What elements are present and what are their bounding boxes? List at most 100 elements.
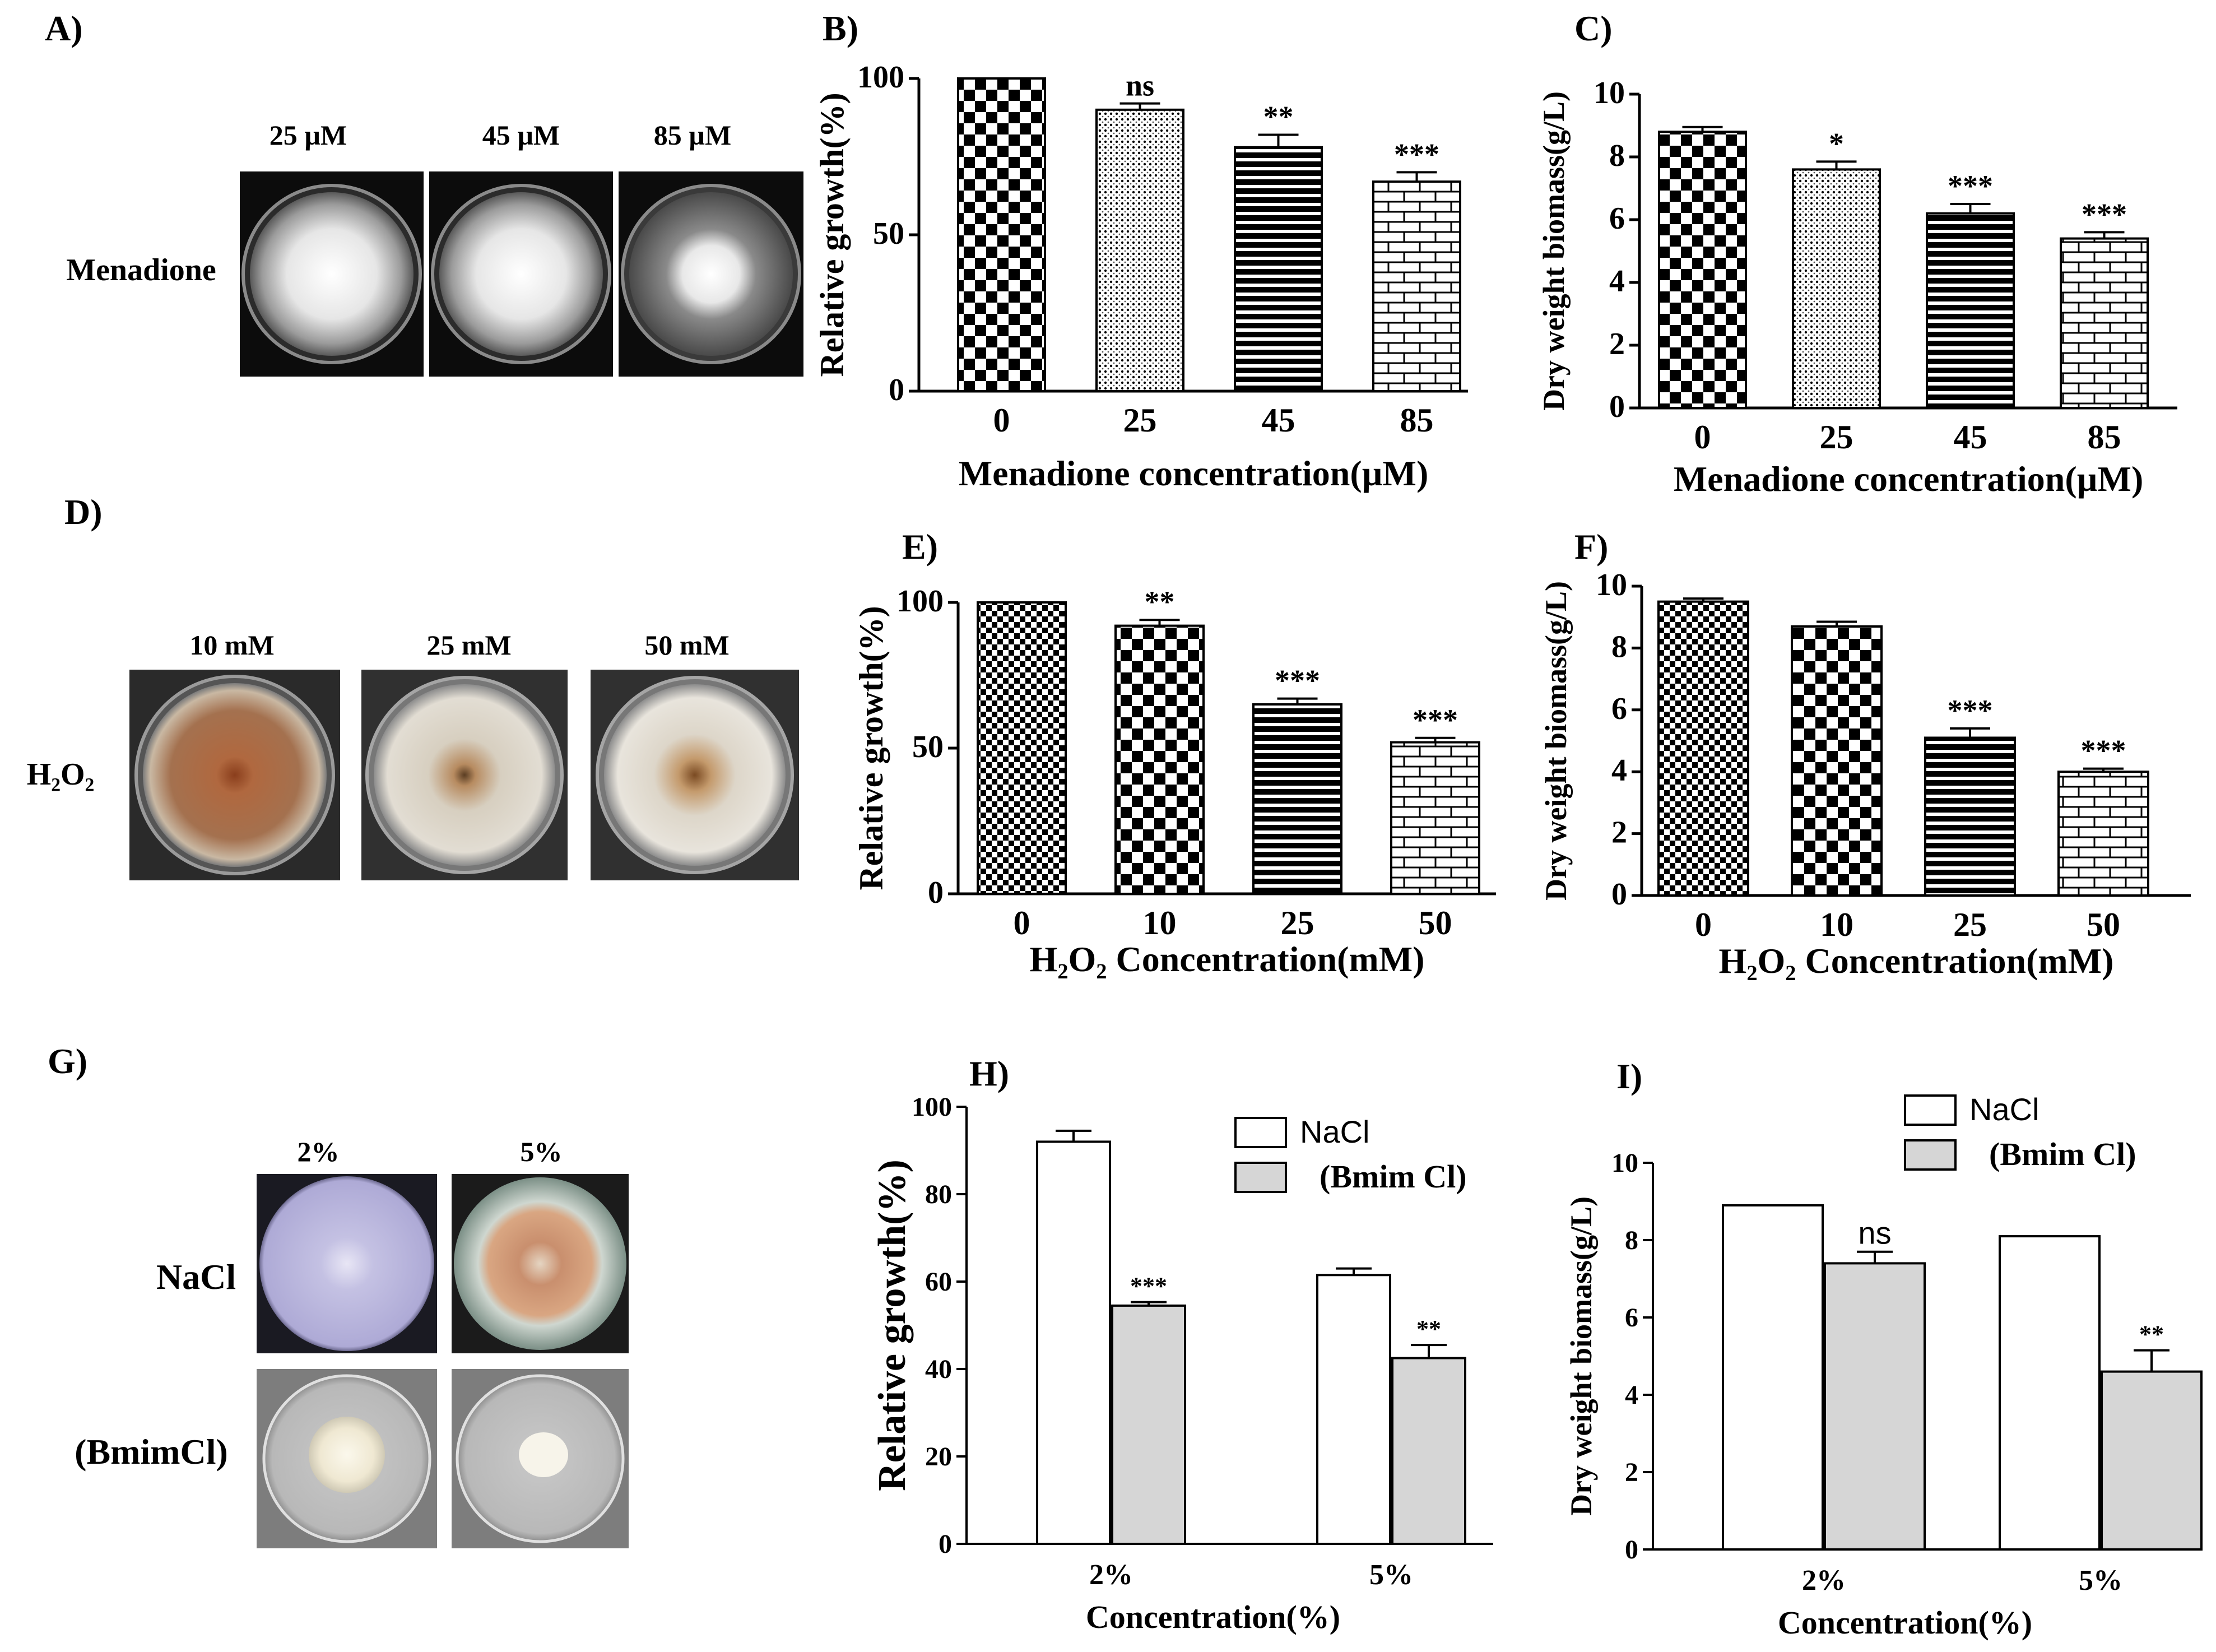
chart-dry-weight-salt: I) 0 2 4 6 8 10 Dry weight biomass(g/L) ns 2% ** 5%… <box>1564 1056 2203 1641</box>
panel-label-b: B) <box>823 8 858 48</box>
y-tick-label: 0 <box>939 1529 952 1559</box>
bar <box>1658 131 1747 409</box>
significance-marker: *** <box>1948 694 1993 727</box>
y-axis-label: Relative growth(%) <box>871 1159 914 1491</box>
legend-swatch <box>1234 1117 1287 1148</box>
significance-marker: *** <box>2081 734 2126 768</box>
bar <box>2101 1370 2203 1551</box>
significance-marker: ** <box>1263 100 1294 133</box>
dish-photo-h2o2-10 <box>129 670 340 880</box>
x-tick-label: 85 <box>1400 402 1434 439</box>
x-tick-label: 10 <box>1820 906 1853 943</box>
x-tick-label: 25 <box>1820 419 1853 456</box>
significance-marker: ** <box>1145 585 1175 619</box>
y-tick-label: 0 <box>928 875 944 910</box>
x-tick-label: 0 <box>1695 906 1712 943</box>
y-tick-label: 10 <box>1611 1148 1638 1178</box>
legend-label: (Bmim Cl) <box>1989 1136 2136 1172</box>
y-tick-label: 6 <box>1611 692 1627 726</box>
y-tick-label: 80 <box>925 1180 952 1209</box>
x-tick-label: 2% <box>1089 1559 1133 1591</box>
condition-label: 5% <box>521 1136 563 1167</box>
y-tick-label: 2 <box>1609 327 1625 361</box>
dish-photo-bmimcl-2 <box>257 1369 437 1548</box>
condition-label: 25 µM <box>270 119 347 151</box>
y-tick-label: 20 <box>925 1442 952 1472</box>
y-tick-label: 100 <box>896 584 944 619</box>
bar <box>2057 771 2149 897</box>
dish-photo-nacl-5 <box>452 1174 629 1353</box>
bar <box>977 601 1067 895</box>
dish-photo-h2o2-25 <box>361 670 568 880</box>
y-axis-label: Relative growth(%) <box>853 606 890 890</box>
x-tick-label: 10 <box>1143 904 1177 941</box>
x-tick-label: 50 <box>1419 904 1452 941</box>
y-tick-label: 10 <box>1596 568 1627 602</box>
significance-marker: ** <box>1416 1315 1441 1343</box>
y-tick-label: 0 <box>1609 389 1625 424</box>
panel-label-h: H) <box>969 1054 1009 1093</box>
row-label-bmimcl: (BmimCl) <box>75 1432 228 1472</box>
bar <box>1657 600 1749 897</box>
dish-photo-bmimcl-5 <box>452 1369 629 1548</box>
bar <box>1791 625 1883 897</box>
bar <box>1924 736 2016 897</box>
x-tick-label: 85 <box>2088 419 2121 456</box>
significance-marker: *** <box>1413 703 1458 737</box>
panel-label-d: D) <box>64 492 103 532</box>
x-axis-label: H₂O₂ Concentration(mM) <box>1719 941 2114 981</box>
panel-label-f: F) <box>1574 527 1608 567</box>
y-tick-label: 8 <box>1611 629 1627 664</box>
bar <box>1111 1304 1186 1545</box>
chart-dry-weight-menadione: C) 0 2 4 6 8 10 Dry weight biomass(g/L) 0 * 25 *** 4… <box>1537 8 2177 499</box>
y-tick-label: 100 <box>857 60 904 95</box>
x-tick-label: 0 <box>1014 904 1030 941</box>
x-axis-label: Menadione concentration(µM) <box>959 453 1429 493</box>
bar <box>1372 180 1461 392</box>
dish-photo-menadione-25 <box>240 171 424 377</box>
significance-marker: ns <box>1126 69 1154 103</box>
condition-label: 25 mM <box>426 629 511 661</box>
significance-marker: *** <box>2082 197 2127 231</box>
x-axis-label: Menadione concentration(µM) <box>1674 459 2144 499</box>
x-axis-label: Concentration(%) <box>1086 1599 1340 1635</box>
y-axis-label: Dry weight biomass(g/L) <box>1537 91 1571 411</box>
significance-marker: *** <box>1275 664 1320 698</box>
condition-label: 85 µM <box>654 119 732 151</box>
y-axis-label: Dry weight biomass(g/L) <box>1539 581 1573 901</box>
x-tick-label: 0 <box>1694 419 1711 456</box>
chart-relative-growth-salt: H) 0 20 40 60 80 100 Relative growth(%) *** 2% ** 5… <box>871 1054 1493 1635</box>
x-tick-label: 2% <box>1802 1565 1846 1597</box>
y-tick-label: 60 <box>925 1267 952 1297</box>
y-tick-label: 40 <box>925 1354 952 1384</box>
y-tick-label: 50 <box>912 730 944 764</box>
legend-swatch <box>1904 1139 1957 1171</box>
condition-label: 50 mM <box>644 629 729 661</box>
significance-marker: *** <box>1948 169 1993 203</box>
y-tick-label: 4 <box>1625 1380 1638 1410</box>
x-axis-label: H₂O₂ Concentration(mM) <box>1030 939 1425 979</box>
x-tick-label: 50 <box>2087 906 2120 943</box>
x-tick-label: 5% <box>2079 1565 2122 1597</box>
bar <box>1926 212 2015 409</box>
panel-label-g: G) <box>48 1041 87 1081</box>
x-tick-label: 0 <box>993 402 1010 439</box>
bar <box>1095 108 1184 393</box>
y-tick-label: 4 <box>1611 753 1627 788</box>
panel-label-i: I) <box>1616 1056 1642 1096</box>
y-axis-label: Relative growth(%) <box>814 92 851 377</box>
bar <box>957 77 1046 392</box>
x-tick-label: 25 <box>1281 904 1314 941</box>
bar <box>1824 1262 1926 1551</box>
y-tick-label: 6 <box>1609 201 1625 236</box>
y-tick-label: 2 <box>1625 1458 1638 1487</box>
row-label-h2o2: H₂O₂ <box>27 757 95 792</box>
y-tick-label: 2 <box>1611 815 1627 850</box>
dish-photo-menadione-85 <box>619 171 803 377</box>
significance-marker: * <box>1829 127 1844 160</box>
y-tick-label: 100 <box>912 1092 952 1122</box>
legend-label: (Bmim Cl) <box>1320 1158 1467 1195</box>
